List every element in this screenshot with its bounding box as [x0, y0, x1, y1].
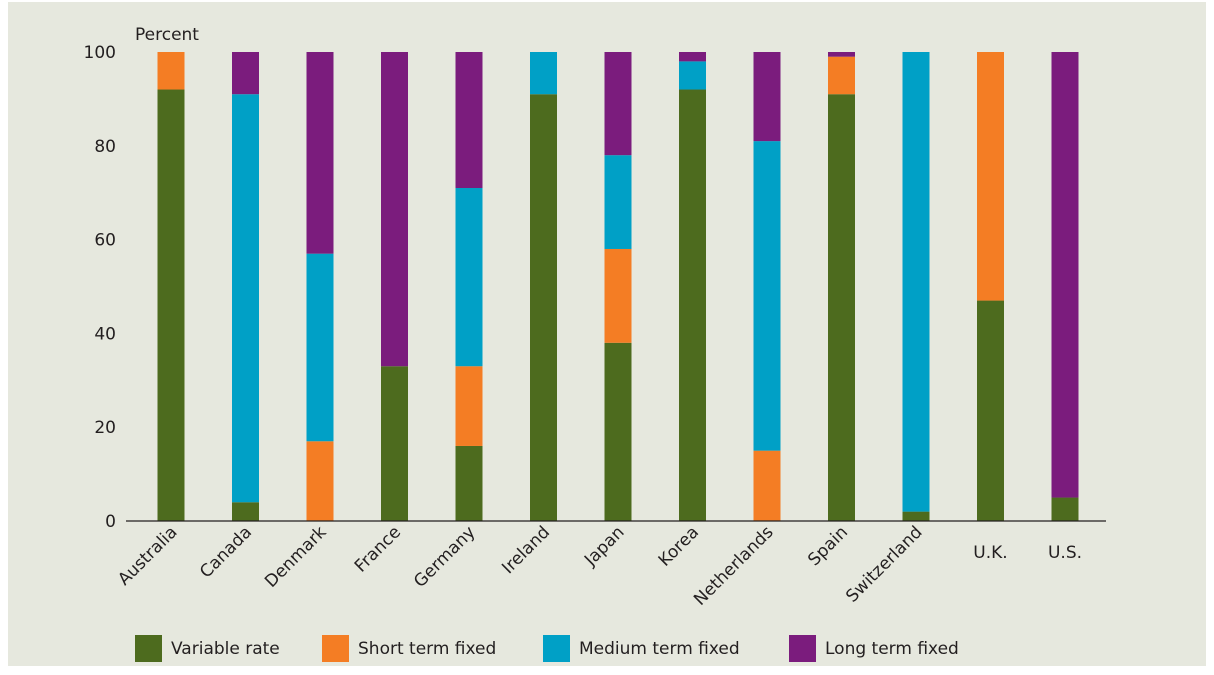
bar-korea-long-term-fixed — [679, 52, 706, 62]
legend-label-short-term-fixed: Short term fixed — [358, 639, 496, 659]
bar-switzerland-medium-term-fixed — [902, 52, 930, 512]
x-axis-tick-labels: Australia Canada Denmark France Germany Irela… — [114, 522, 1082, 610]
y-tick-label: 40 — [94, 324, 116, 344]
bar-u-k-short-term-fixed — [977, 52, 1004, 301]
bar-netherlands-long-term-fixed — [753, 52, 781, 142]
bar-denmark-long-term-fixed — [306, 52, 334, 254]
x-tick-label: Japan — [580, 522, 628, 570]
legend-swatch-short-term-fixed — [322, 635, 349, 662]
bar-spain-short-term-fixed — [828, 56, 855, 95]
bar-france-variable-rate — [381, 366, 408, 521]
bar-japan-long-term-fixed — [604, 52, 632, 156]
x-tick-label: Australia — [114, 522, 181, 589]
legend: Variable rate Short term fixed Medium term… — [135, 635, 959, 662]
stacked-bar-chart: Percent 0 20 40 60 80 100 Australia Canada Denm… — [84, 25, 1106, 662]
bar-australia-variable-rate — [157, 89, 185, 522]
y-axis-ticks: 0 20 40 60 80 100 — [84, 43, 116, 532]
bar-u-k-variable-rate — [977, 300, 1004, 521]
chart-frame: Percent 0 20 40 60 80 100 Australia Canada Denm… — [8, 2, 1206, 666]
bar-canada-medium-term-fixed — [232, 94, 259, 503]
bar-japan-variable-rate — [604, 342, 632, 521]
bar-japan-short-term-fixed — [604, 248, 632, 343]
bar-denmark-short-term-fixed — [306, 441, 334, 521]
y-axis-label: Percent — [135, 25, 199, 45]
bars — [157, 52, 1079, 522]
y-tick-label: 80 — [94, 137, 116, 157]
x-tick-label: Switzerland — [842, 522, 926, 606]
bar-spain-long-term-fixed — [828, 52, 855, 57]
x-tick-label: Korea — [655, 522, 703, 570]
y-tick-label: 60 — [94, 231, 116, 251]
x-tick-label: Germany — [410, 522, 479, 591]
bar-canada-variable-rate — [232, 502, 259, 521]
bar-germany-medium-term-fixed — [455, 188, 483, 367]
legend-swatch-long-term-fixed — [789, 635, 816, 662]
bar-germany-variable-rate — [455, 445, 483, 521]
x-tick-label: France — [351, 522, 405, 576]
bar-u-s-long-term-fixed — [1051, 52, 1079, 498]
x-tick-label: Netherlands — [690, 522, 778, 610]
bar-netherlands-short-term-fixed — [753, 450, 781, 521]
x-tick-label: Canada — [196, 522, 256, 582]
bar-u-s-variable-rate — [1051, 497, 1079, 521]
bar-australia-short-term-fixed — [157, 52, 185, 90]
legend-label-medium-term-fixed: Medium term fixed — [579, 639, 740, 659]
bar-ireland-variable-rate — [530, 94, 557, 522]
y-tick-label: 0 — [105, 512, 116, 532]
bar-germany-short-term-fixed — [455, 366, 483, 446]
bar-netherlands-medium-term-fixed — [753, 141, 781, 451]
bar-canada-long-term-fixed — [232, 52, 259, 95]
x-tick-label: U.K. — [973, 543, 1007, 563]
legend-swatch-variable-rate — [135, 635, 162, 662]
legend-label-variable-rate: Variable rate — [171, 639, 280, 659]
bar-germany-long-term-fixed — [455, 52, 483, 189]
x-tick-label: Denmark — [261, 522, 331, 592]
bar-japan-medium-term-fixed — [604, 155, 632, 249]
x-tick-label: Spain — [804, 522, 852, 570]
legend-swatch-medium-term-fixed — [543, 635, 570, 662]
bar-korea-medium-term-fixed — [679, 61, 706, 90]
bar-denmark-medium-term-fixed — [306, 253, 334, 442]
y-tick-label: 100 — [84, 43, 116, 63]
x-tick-label: U.S. — [1048, 543, 1082, 563]
y-tick-label: 20 — [94, 418, 116, 438]
bar-ireland-medium-term-fixed — [530, 52, 557, 95]
bar-spain-variable-rate — [828, 94, 855, 522]
legend-label-long-term-fixed: Long term fixed — [825, 639, 959, 659]
bar-switzerland-variable-rate — [902, 511, 930, 521]
bar-france-long-term-fixed — [381, 52, 408, 367]
bar-korea-variable-rate — [679, 89, 706, 522]
x-tick-label: Ireland — [498, 522, 554, 578]
